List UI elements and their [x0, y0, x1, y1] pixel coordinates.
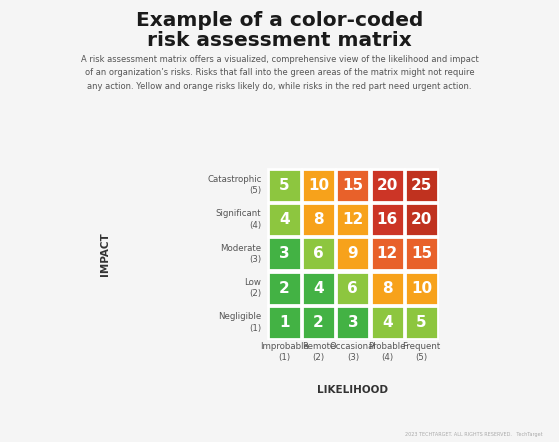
- FancyBboxPatch shape: [371, 203, 404, 236]
- Text: 15: 15: [411, 246, 432, 261]
- Text: 5: 5: [416, 315, 427, 330]
- Text: Moderate
(3): Moderate (3): [220, 244, 262, 264]
- FancyBboxPatch shape: [371, 169, 404, 202]
- Text: 12: 12: [377, 246, 398, 261]
- FancyBboxPatch shape: [405, 306, 438, 339]
- Text: 4: 4: [313, 281, 324, 296]
- Text: Improbable
(1): Improbable (1): [260, 342, 309, 362]
- FancyBboxPatch shape: [405, 272, 438, 305]
- Text: 3: 3: [348, 315, 358, 330]
- FancyBboxPatch shape: [337, 272, 369, 305]
- FancyBboxPatch shape: [302, 306, 335, 339]
- Text: 20: 20: [377, 178, 398, 193]
- Text: LIKELIHOOD: LIKELIHOOD: [318, 385, 389, 395]
- Text: 4: 4: [382, 315, 392, 330]
- FancyBboxPatch shape: [302, 203, 335, 236]
- Text: 5: 5: [279, 178, 290, 193]
- Text: 2: 2: [279, 281, 290, 296]
- FancyBboxPatch shape: [268, 203, 301, 236]
- FancyBboxPatch shape: [405, 237, 438, 271]
- Text: Frequent
(5): Frequent (5): [402, 342, 440, 362]
- Text: 6: 6: [313, 246, 324, 261]
- Text: 20: 20: [411, 212, 432, 227]
- Text: IMPACT: IMPACT: [100, 232, 110, 276]
- FancyBboxPatch shape: [337, 237, 369, 271]
- FancyBboxPatch shape: [302, 272, 335, 305]
- FancyBboxPatch shape: [371, 237, 404, 271]
- FancyBboxPatch shape: [337, 169, 369, 202]
- FancyBboxPatch shape: [268, 272, 301, 305]
- FancyBboxPatch shape: [337, 203, 369, 236]
- Text: Occasional
(3): Occasional (3): [329, 342, 376, 362]
- Text: Catastrophic
(5): Catastrophic (5): [207, 175, 262, 195]
- Text: 15: 15: [342, 178, 363, 193]
- Text: 16: 16: [377, 212, 398, 227]
- Text: 8: 8: [382, 281, 392, 296]
- Text: 4: 4: [279, 212, 290, 227]
- Text: 3: 3: [279, 246, 290, 261]
- Text: 6: 6: [348, 281, 358, 296]
- FancyBboxPatch shape: [405, 169, 438, 202]
- Text: risk assessment matrix: risk assessment matrix: [147, 31, 412, 50]
- Text: 10: 10: [308, 178, 329, 193]
- FancyBboxPatch shape: [405, 203, 438, 236]
- Text: 10: 10: [411, 281, 432, 296]
- Text: Significant
(4): Significant (4): [216, 210, 262, 229]
- FancyBboxPatch shape: [302, 169, 335, 202]
- Text: 2: 2: [313, 315, 324, 330]
- Text: Negligible
(1): Negligible (1): [218, 312, 262, 332]
- Text: 1: 1: [279, 315, 290, 330]
- Text: A risk assessment matrix offers a visualized, comprehensive view of the likeliho: A risk assessment matrix offers a visual…: [80, 55, 479, 91]
- Text: Remote
(2): Remote (2): [302, 342, 335, 362]
- FancyBboxPatch shape: [371, 306, 404, 339]
- Text: 12: 12: [342, 212, 363, 227]
- FancyBboxPatch shape: [371, 272, 404, 305]
- Text: 25: 25: [411, 178, 432, 193]
- Text: Probable
(4): Probable (4): [368, 342, 406, 362]
- Text: Low
(2): Low (2): [244, 278, 262, 298]
- Text: Example of a color-coded: Example of a color-coded: [136, 11, 423, 30]
- Text: 2023 TECHTARGET. ALL RIGHTS RESERVED.   TechTarget: 2023 TECHTARGET. ALL RIGHTS RESERVED. Te…: [405, 432, 542, 437]
- Text: 9: 9: [348, 246, 358, 261]
- FancyBboxPatch shape: [268, 169, 301, 202]
- FancyBboxPatch shape: [268, 237, 301, 271]
- Text: 8: 8: [313, 212, 324, 227]
- FancyBboxPatch shape: [302, 237, 335, 271]
- FancyBboxPatch shape: [337, 306, 369, 339]
- FancyBboxPatch shape: [268, 306, 301, 339]
